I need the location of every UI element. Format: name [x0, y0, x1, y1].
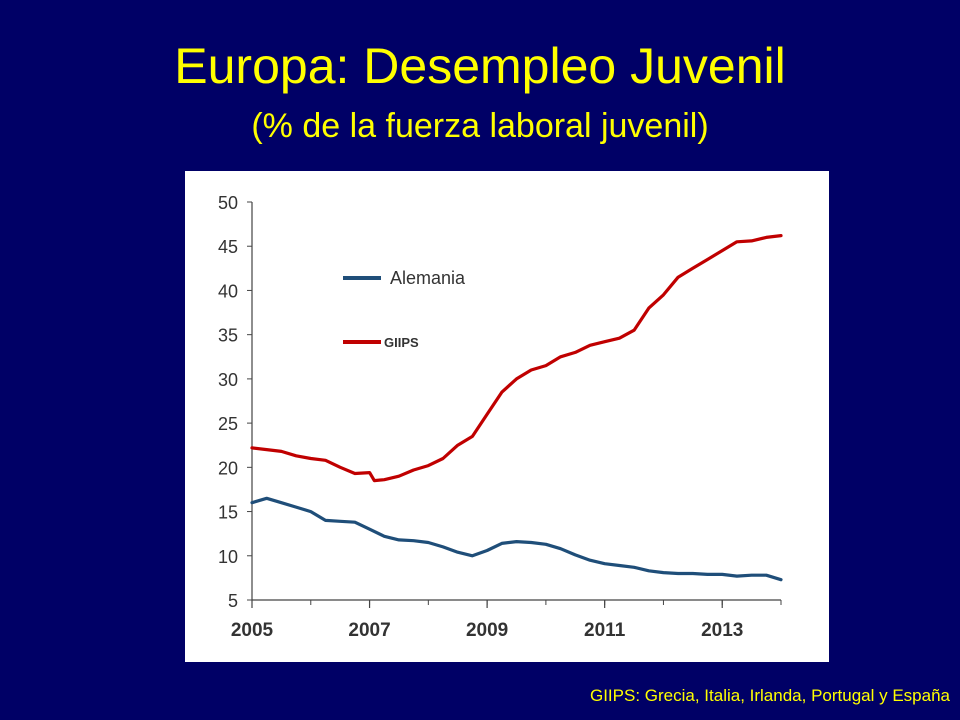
y-tick-label: 20 [218, 458, 238, 478]
y-tick-label: 40 [218, 281, 238, 301]
legend-label-giips: GIIPS [384, 335, 419, 350]
y-tick-label: 25 [218, 414, 238, 434]
x-tick-label: 2005 [231, 620, 274, 641]
y-tick-label: 30 [218, 370, 238, 390]
footnote: GIIPS: Grecia, Italia, Irlanda, Portugal… [589, 686, 950, 705]
slide-title: Europa: Desempleo Juvenil [174, 38, 786, 94]
series-line-alemania [250, 496, 783, 582]
y-tick-label: 35 [218, 326, 238, 346]
x-tick-label: 2007 [348, 620, 390, 641]
slide-subtitle: (% de la fuerza laboral juvenil) [251, 107, 709, 145]
y-tick-label: 50 [218, 193, 238, 213]
chart-ticks: 5 10 15 20 25 30 35 40 45 50 2005 2007 2009 2011 2013 [218, 193, 782, 641]
y-tick-label: 15 [218, 503, 238, 523]
y-tick-label: 10 [218, 547, 238, 567]
chart-panel: 5 10 15 20 25 30 35 40 45 50 2005 2007 2009 2011 2013 … [185, 171, 829, 662]
x-tick-label: 2011 [584, 620, 626, 641]
y-tick-label: 45 [218, 237, 238, 257]
y-tick-label: 5 [228, 591, 238, 611]
x-tick-label: 2009 [466, 620, 508, 641]
legend-label-alemania: Alemania [390, 268, 466, 288]
x-tick-label: 2013 [701, 620, 743, 641]
chart-series [250, 234, 783, 582]
chart-legend: Alemania GIIPS [343, 268, 466, 350]
chart-axes [251, 202, 781, 601]
series-line-giips [250, 234, 783, 483]
